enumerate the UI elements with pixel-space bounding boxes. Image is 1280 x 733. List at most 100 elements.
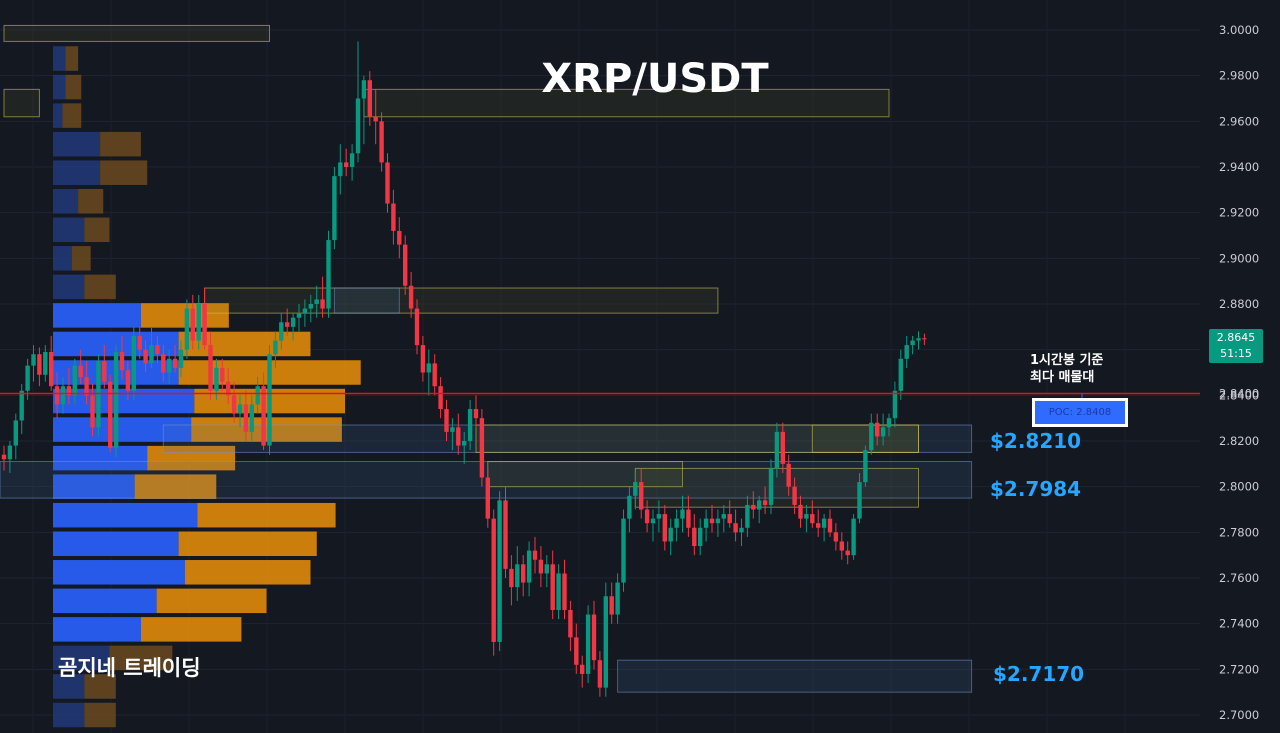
- candle-body: [904, 345, 909, 359]
- volume-profile-bar-buy: [53, 588, 157, 614]
- candle-body: [869, 422, 874, 451]
- volume-profile-bar-buy: [53, 217, 85, 243]
- candle-body: [503, 500, 508, 569]
- candle-body: [37, 354, 42, 375]
- volume-profile-bar-buy: [53, 417, 192, 442]
- candle-body: [780, 431, 785, 464]
- volume-profile-bar-sell: [78, 189, 104, 214]
- volume-profile-bar-buy: [53, 46, 66, 71]
- candle-body: [279, 322, 284, 341]
- candle-body: [456, 427, 461, 446]
- candle-body: [320, 299, 325, 309]
- candle-body: [621, 518, 626, 583]
- candle-body: [633, 482, 638, 496]
- candle-body: [597, 660, 603, 688]
- y-axis-tick-label: 2.9800: [1219, 69, 1259, 83]
- price-zone: [475, 424, 919, 453]
- candle-body: [190, 308, 195, 341]
- y-axis-tick-label: 2.8200: [1219, 434, 1259, 448]
- volume-profile-bar-buy: [53, 474, 135, 499]
- price-zone: [333, 287, 400, 314]
- candle-body: [521, 564, 526, 583]
- candle-body: [922, 338, 927, 340]
- candle-body: [226, 381, 231, 396]
- volume-profile-bar-buy: [53, 160, 101, 185]
- candle-body: [237, 404, 243, 414]
- candle-body: [491, 518, 496, 642]
- y-axis-tick-label: 2.9000: [1219, 251, 1259, 265]
- candle-body: [821, 518, 827, 528]
- candle-body: [373, 116, 378, 122]
- candle-body: [344, 162, 349, 167]
- y-axis-tick-label: 2.7400: [1219, 617, 1259, 631]
- candle-body: [54, 386, 60, 405]
- candle-body: [131, 335, 136, 391]
- volume-profile-bar-sell: [100, 160, 148, 185]
- candle-body: [473, 409, 479, 419]
- candle-body: [438, 386, 443, 410]
- candle-body: [727, 514, 732, 524]
- chart-title: XRP/USDT: [541, 56, 769, 102]
- candle-body: [485, 477, 490, 519]
- current-price-tag: 2.8645 51:15: [1209, 329, 1263, 363]
- candle-body: [615, 582, 620, 615]
- y-axis-tick-label: 2.9600: [1219, 114, 1259, 128]
- candle-body: [420, 345, 426, 373]
- volume-profile-bar-sell: [109, 645, 173, 671]
- candle-body: [355, 98, 361, 154]
- candle-body: [1, 454, 7, 460]
- candle-body: [66, 386, 72, 396]
- candle-body: [550, 564, 555, 610]
- volume-profile-bar-buy: [53, 531, 179, 556]
- y-axis-tick-label: 2.8400: [1219, 388, 1259, 402]
- y-axis-tick-label: 2.7800: [1219, 525, 1259, 539]
- candle-body: [786, 463, 791, 487]
- candle-body: [827, 518, 833, 533]
- candle-body: [385, 162, 390, 204]
- y-axis-tick-label: 2.7200: [1219, 662, 1259, 676]
- candle-body: [650, 518, 656, 524]
- volume-profile-bar-buy: [53, 303, 141, 328]
- y-axis-tick-label: 2.7000: [1219, 708, 1259, 722]
- candle-body: [285, 322, 290, 327]
- candle-body: [338, 162, 343, 177]
- candle-body: [526, 550, 532, 583]
- candle-body: [715, 518, 721, 524]
- candle-body: [497, 500, 502, 642]
- candle-body: [880, 427, 886, 437]
- candle-body: [603, 596, 608, 688]
- candle-body: [686, 509, 691, 528]
- candle-body: [863, 450, 868, 483]
- candle-body: [745, 504, 750, 528]
- volume-profile-bar-sell: [178, 531, 317, 556]
- volume-profile-bar-sell: [156, 588, 267, 614]
- countdown-timer: 51:15: [1220, 347, 1252, 360]
- support-label-1: $2.8210: [990, 429, 1082, 453]
- candle-body: [202, 304, 207, 346]
- price-zone: [3, 24, 270, 42]
- candle-body: [692, 527, 697, 547]
- candle-body: [7, 445, 13, 460]
- volume-profile-bar-buy: [53, 560, 185, 585]
- volume-profile-bar-sell: [65, 46, 79, 71]
- candle-body: [361, 80, 367, 99]
- candle-body: [408, 285, 414, 309]
- candle-body: [580, 664, 585, 674]
- candle-body: [432, 363, 437, 387]
- candle-body: [757, 500, 762, 510]
- candle-body: [426, 363, 431, 373]
- candle-body: [662, 514, 667, 542]
- poc-label: POC: 2.8408: [1048, 407, 1112, 418]
- volume-profile-bar-sell: [100, 131, 141, 157]
- y-axis-tick-label: 3.0000: [1219, 23, 1259, 37]
- candle-body: [515, 564, 520, 588]
- candle-body: [804, 514, 809, 519]
- candle-body: [167, 358, 172, 373]
- candle-body: [845, 550, 850, 556]
- candle-body: [479, 418, 485, 478]
- candle-body: [332, 176, 337, 241]
- price-zone: [3, 88, 40, 118]
- candle-body: [261, 386, 266, 446]
- volume-profile-bar-sell: [197, 502, 336, 528]
